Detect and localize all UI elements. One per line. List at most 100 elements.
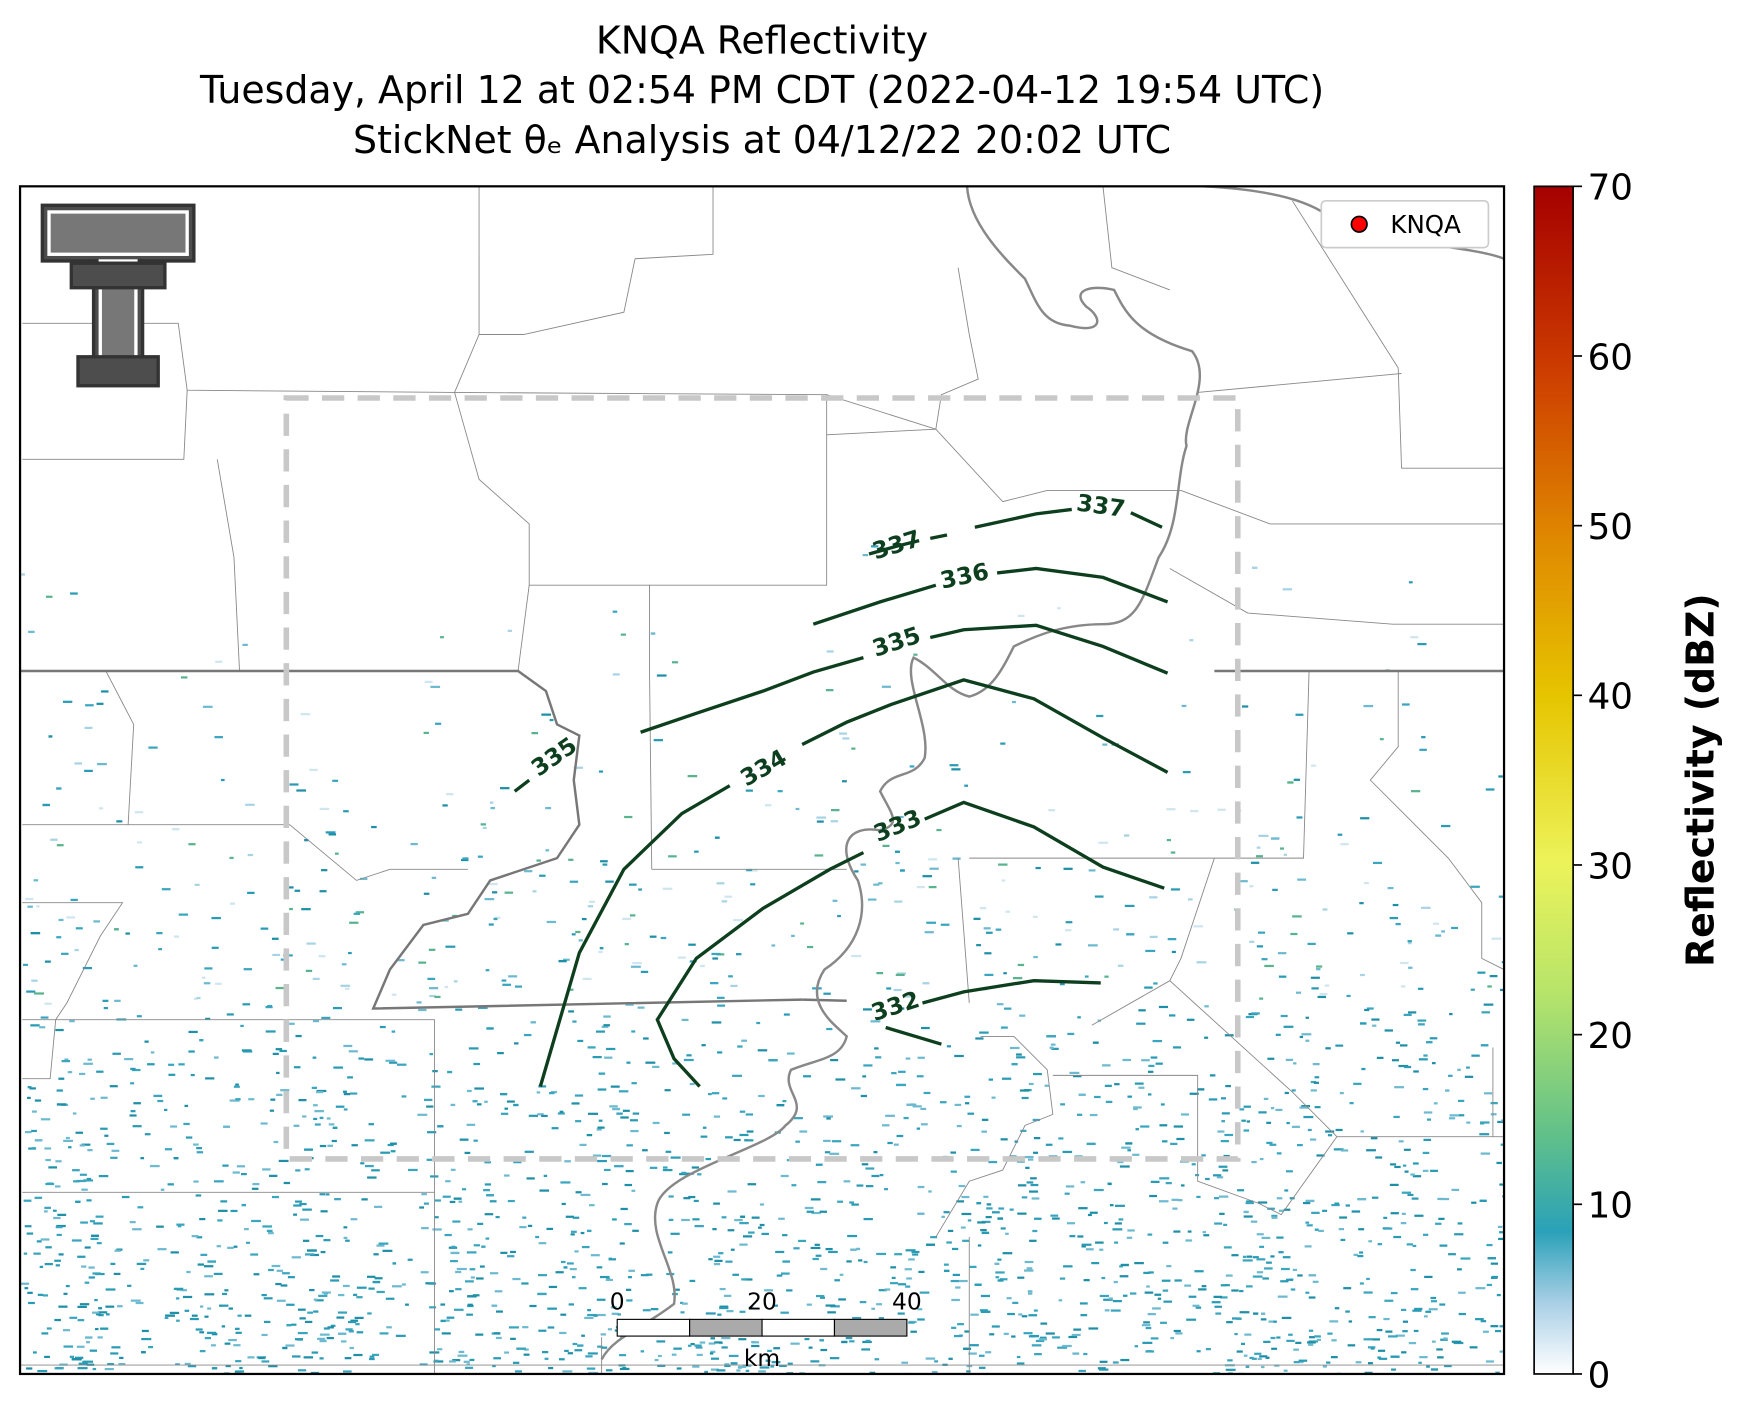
echo — [102, 999, 109, 1002]
echo — [791, 1184, 797, 1187]
echo — [1417, 1019, 1427, 1022]
echo — [831, 809, 840, 812]
echo — [1301, 1033, 1312, 1036]
echo — [1084, 975, 1089, 978]
echo — [559, 1110, 564, 1113]
echo — [751, 1340, 756, 1344]
echo — [1187, 1230, 1192, 1233]
echo — [1052, 1336, 1060, 1339]
echo — [1285, 1058, 1294, 1062]
echo — [630, 1129, 639, 1133]
echo — [662, 1168, 673, 1172]
echo — [235, 1370, 245, 1373]
echo — [1124, 834, 1130, 837]
echo — [130, 1110, 136, 1113]
echo — [681, 1218, 690, 1222]
echo — [631, 1082, 637, 1085]
echo — [1099, 1294, 1109, 1298]
echo — [1483, 1003, 1494, 1006]
echo — [462, 857, 469, 860]
echo — [1500, 1143, 1505, 1146]
echo — [1000, 742, 1006, 745]
echo — [1404, 1065, 1412, 1069]
echo — [1112, 1361, 1119, 1364]
echo — [170, 1125, 178, 1128]
echo — [295, 1034, 302, 1038]
echo — [106, 1142, 115, 1146]
echo — [1273, 1320, 1277, 1323]
echo — [1078, 1369, 1086, 1373]
echo — [983, 1195, 989, 1198]
echo — [401, 1283, 406, 1286]
echo — [1160, 1103, 1165, 1106]
echo — [1485, 788, 1495, 791]
echo — [1266, 1261, 1272, 1264]
echo — [1334, 1307, 1340, 1310]
echo — [608, 1258, 616, 1261]
echo — [467, 1295, 477, 1298]
echo — [1141, 1324, 1151, 1327]
echo — [1411, 1197, 1419, 1200]
echo — [1091, 1261, 1100, 1265]
echo — [390, 1142, 397, 1145]
echo — [1104, 975, 1109, 978]
echo — [512, 1361, 520, 1364]
echo — [1454, 1233, 1464, 1236]
echo — [1306, 1224, 1313, 1227]
echo — [1296, 991, 1302, 994]
echo — [989, 1333, 995, 1336]
echo — [604, 1056, 613, 1059]
echo — [1201, 1285, 1207, 1288]
echo — [141, 1337, 152, 1341]
echo — [91, 1234, 99, 1237]
echo — [1275, 1033, 1281, 1036]
scale-label: 0 — [610, 1287, 625, 1315]
echo — [958, 1279, 968, 1283]
echo — [434, 1216, 439, 1219]
echo — [547, 1326, 555, 1329]
echo — [726, 1310, 734, 1313]
echo — [1429, 1037, 1438, 1040]
echo — [312, 1020, 320, 1023]
echo — [500, 787, 510, 790]
echo — [1117, 964, 1124, 967]
echo — [1457, 1068, 1461, 1071]
echo — [893, 988, 902, 992]
echo — [949, 764, 959, 767]
echo — [1368, 1362, 1373, 1365]
echo — [293, 1066, 301, 1069]
echo — [1441, 1332, 1449, 1335]
echo — [1297, 1274, 1303, 1277]
echo — [863, 1064, 873, 1067]
echo — [1311, 987, 1319, 990]
echo — [1032, 1118, 1040, 1122]
echo — [371, 825, 377, 829]
echo — [1245, 1365, 1250, 1368]
echo — [225, 1364, 231, 1368]
echo — [405, 1303, 409, 1306]
echo — [1219, 1212, 1225, 1215]
echo — [58, 1305, 68, 1308]
logo — [40, 203, 196, 388]
echo — [318, 1294, 328, 1297]
echo — [920, 1107, 927, 1111]
echo — [1257, 1201, 1268, 1204]
echo — [185, 1136, 193, 1139]
echo — [1277, 952, 1287, 955]
echo — [1162, 1241, 1169, 1244]
echo — [45, 1182, 55, 1186]
echo — [1016, 1056, 1026, 1059]
echo — [1005, 1232, 1009, 1235]
echo — [300, 1218, 309, 1221]
echo — [701, 1044, 706, 1047]
echo — [876, 1252, 887, 1256]
echo — [253, 1273, 260, 1276]
echo — [473, 1244, 480, 1247]
echo — [87, 1149, 93, 1152]
echo — [235, 1083, 239, 1086]
echo — [1260, 1318, 1267, 1321]
echo — [1249, 1356, 1254, 1360]
echo — [1363, 704, 1374, 708]
echo — [477, 855, 483, 858]
echo — [1103, 1221, 1108, 1225]
